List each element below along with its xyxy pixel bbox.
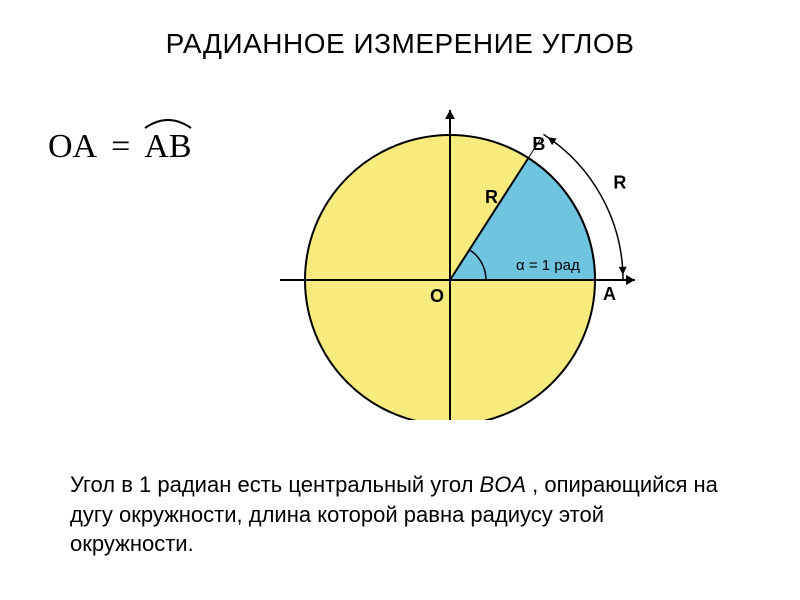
caption-pre: Угол в 1 радиан есть центральный угол [70,472,480,497]
formula: OA = AB [48,128,192,166]
caption-angle-name: BOA [480,472,526,497]
arc-over-icon [143,116,193,130]
formula-lhs: OA [48,128,97,166]
svg-text:R: R [485,187,498,207]
radian-diagram: O A B R Rα = 1 рад [280,80,660,420]
formula-eq: = [111,128,130,166]
formula-rhs-arc: AB [144,128,191,166]
svg-text:B: B [532,134,545,154]
svg-text:R: R [613,172,626,192]
svg-text:O: O [430,286,444,306]
svg-text:α = 1 рад: α = 1 рад [516,257,580,274]
svg-text:A: A [603,284,616,304]
caption: Угол в 1 радиан есть центральный угол BO… [70,470,730,559]
page-title: РАДИАННОЕ ИЗМЕРЕНИЕ УГЛОВ [0,28,800,60]
formula-rhs: AB [144,128,191,165]
